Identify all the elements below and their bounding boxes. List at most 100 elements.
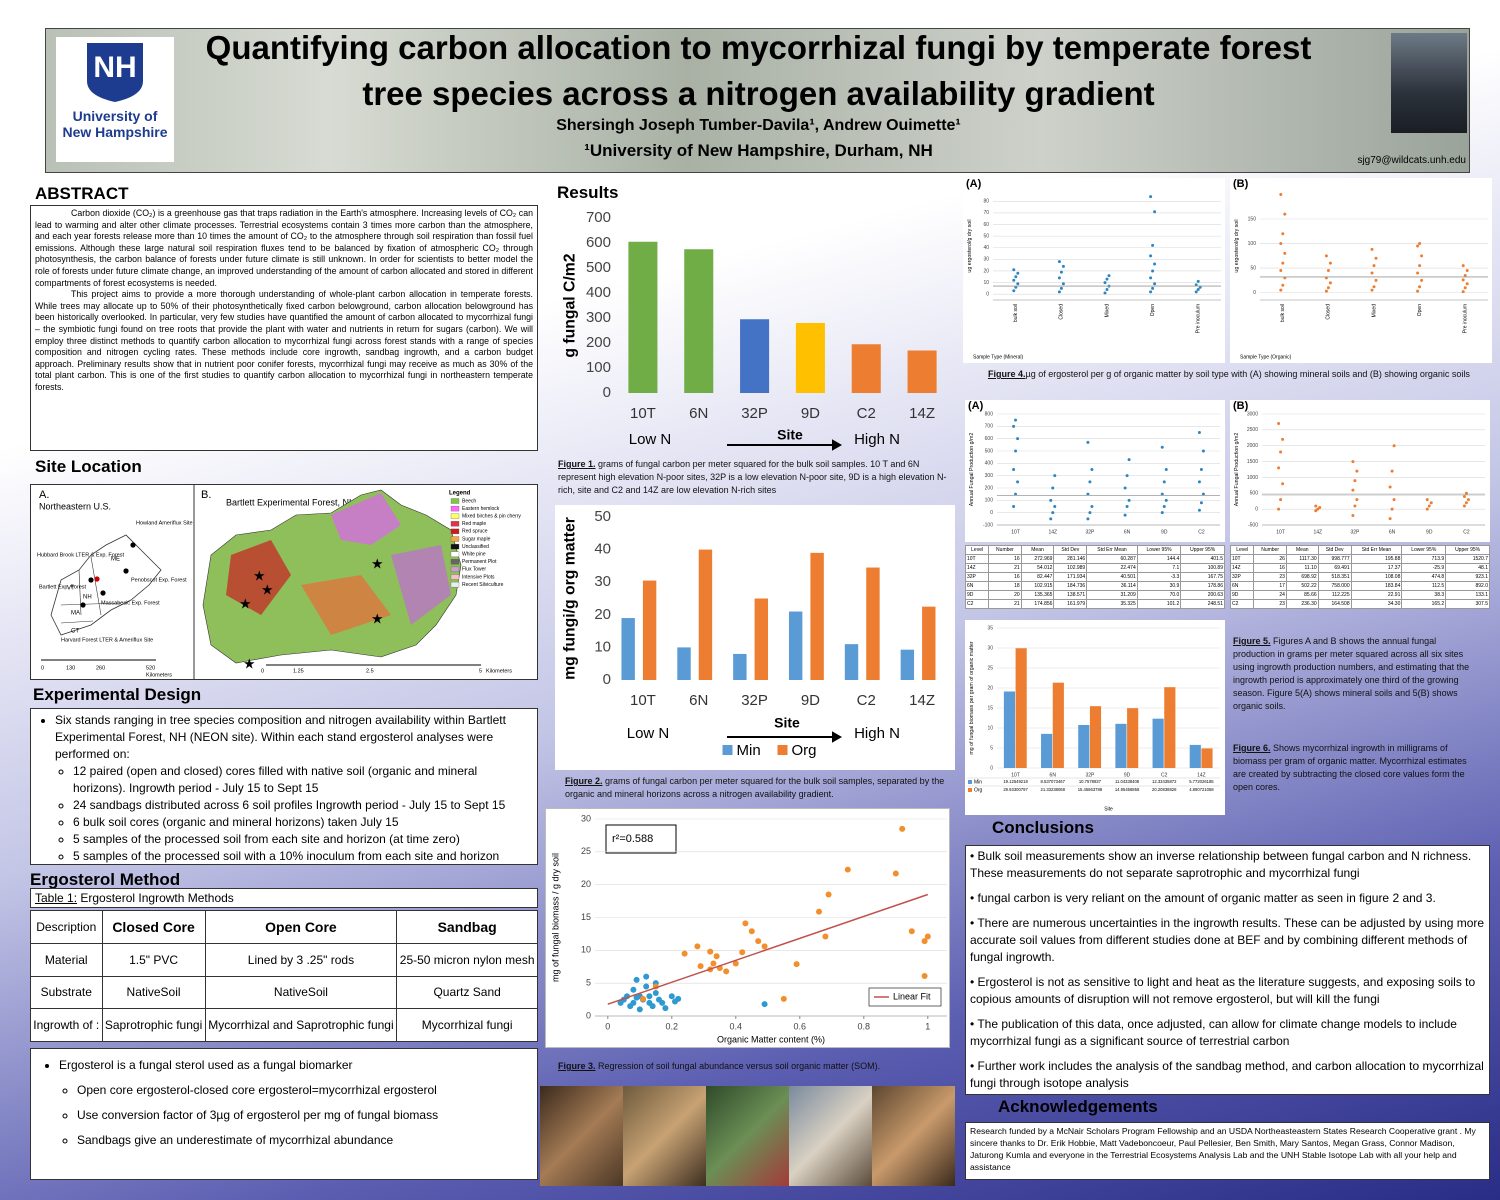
stars: ★★★★★★ [239,556,384,672]
y-tick-label: 500 [1250,491,1259,497]
bar [628,241,658,393]
conclusion: • Bulk soil measurements show an inverse… [970,849,1472,880]
point [1427,504,1431,508]
y-tick-label: 700 [985,424,994,430]
table-cell: 60.287 [1086,554,1138,564]
bullet: Sandbags give an underestimate of mycorr… [77,1128,527,1153]
point [1197,480,1201,484]
point [732,960,739,967]
site-name: Howland Ameriflux Site [136,520,193,526]
map-title: Bartlett Experimental Forest, NH [226,497,356,507]
table-cell: Mycorrhizal and Saprotrophic fungi [204,1008,398,1042]
point [1123,486,1127,490]
x-tick-label: C2 [857,405,876,422]
site-name: Bartlett Exp. Forest [39,584,87,590]
point [1418,285,1422,289]
table-cell: 6N [1229,581,1255,591]
legend-label: Red maple [462,521,486,527]
bar [1127,708,1139,768]
table-header: Std Err Mean [1350,545,1403,555]
table-cell: 40.501 [1086,572,1138,582]
title-line: tree species across a nitrogen availabil… [362,75,1155,112]
table-header: Number [1253,545,1287,555]
bar [1189,744,1201,768]
point [1162,505,1166,508]
legend-label: Min [737,742,761,759]
table-header: Level [1229,545,1255,555]
legend-swatch [722,745,733,755]
point [1351,513,1355,517]
table-cell: 24 [1253,590,1287,600]
x-tick-label: 9D [1426,529,1433,535]
figure-4a: 0 10 20 30 40 50 60 70 80 ug ergosterol/g dry soi… [963,178,1225,363]
point [1088,511,1092,515]
point [921,972,928,979]
point [1370,271,1374,275]
point [1149,195,1153,199]
x-tick-label: 14Z [1313,529,1322,535]
table-cell: 85.66 [1285,590,1319,600]
caption-label: Figure 4. [988,369,1026,379]
svg-text:★: ★ [243,656,256,672]
point [899,825,906,832]
table-cell: Mycorrhizal fungi [396,1008,538,1042]
caption: Figure 3. Regression of soil fungal abun… [558,1060,958,1073]
x-tick-label: 9D [1161,529,1168,535]
figure-1: Low N Site High N 0 100 200 300 400 500 600 700… [562,209,937,451]
table-header: Mean [1285,545,1319,555]
y-tick-label: 0 [1253,290,1256,296]
point [1277,422,1281,426]
point [1057,276,1061,280]
table-header: Lower 95% [1136,545,1182,555]
x-tick-label: 10T [1276,529,1285,535]
bullet: Use conversion factor of 3µg of ergoster… [77,1103,527,1128]
table-cell: 32P [964,572,990,582]
point [710,960,717,967]
table-value: 5.772026185 [1189,779,1214,784]
table-value: 11.04338408 [1115,779,1140,784]
y-tick-label: 50 [983,233,989,239]
caption-text: Ergosterol Ingrowth Methods [80,891,234,905]
point [1012,289,1016,293]
point [1425,507,1429,511]
x-tick-label: C2 [857,692,876,709]
point [1151,269,1155,273]
table-cell: 32P [1229,572,1255,582]
point [675,995,682,1002]
x-axis-label: Site [1104,806,1113,812]
point [1374,256,1378,260]
point [1464,491,1468,495]
legend-swatch [968,780,972,784]
table-cell: 35.325 [1086,599,1138,609]
bar [795,323,825,393]
table-cell: 26 [1253,554,1287,564]
point [1388,517,1392,521]
y-tick-label: -100 [983,522,993,528]
bar [1152,718,1164,768]
table-cell: C2 [964,599,990,609]
table-header: Number [988,545,1022,555]
point [1372,285,1376,289]
point [1012,505,1016,508]
y-tick-label: 200 [586,334,611,351]
caption-text: Regression of soil fungal abundance vers… [595,1061,881,1071]
arrow [727,439,843,451]
point [1318,506,1322,510]
legend-label: Sugar maple [462,536,491,542]
point [825,891,832,898]
table-header: Sandbag [396,910,538,944]
point [1201,449,1205,453]
y-tick-label: 2000 [1247,443,1258,449]
legend-label: Mixed birches & pin cherry [462,514,521,520]
point [1461,278,1465,282]
table-cell: 138.571 [1053,590,1088,600]
y-tick-label: 0 [990,510,993,516]
bar [740,319,770,393]
point [1462,494,1466,498]
point [643,973,650,980]
point [1353,504,1357,508]
table-cell: 54.012 [1020,563,1055,573]
table-row: 6N 18 102.915 184.736 36.114 30.9 178.86 [964,581,1225,591]
point [1049,517,1053,521]
bar [677,647,691,680]
